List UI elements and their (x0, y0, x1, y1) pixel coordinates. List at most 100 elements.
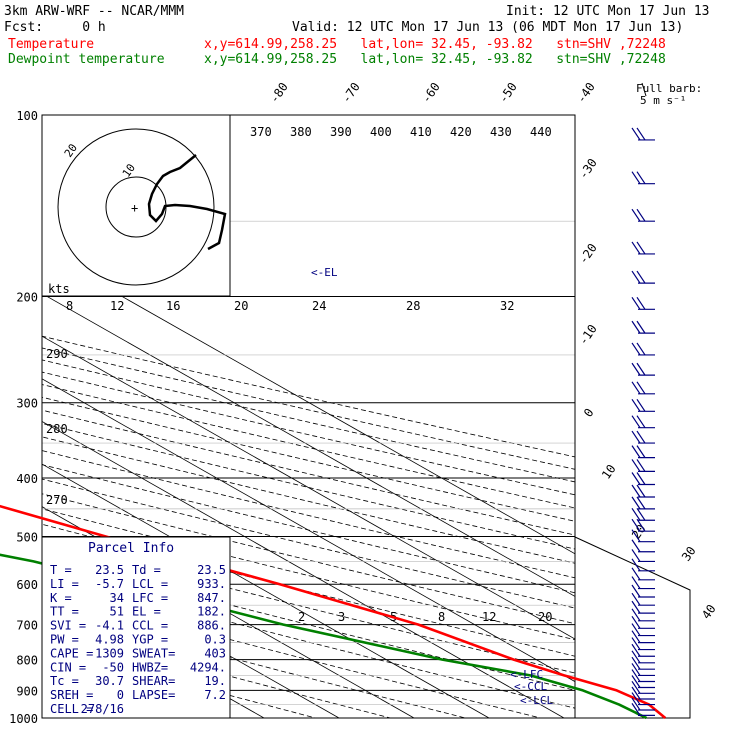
isotherm-label: -30 (576, 156, 600, 182)
mixing-ratio-label: 3 (338, 610, 345, 624)
wind-barb-icon (631, 362, 655, 376)
wind-barb-icon (631, 600, 655, 614)
parcel-info-cell: 182. (197, 605, 226, 619)
mixing-ratio-label: 12 (482, 610, 496, 624)
wind-barb-icon (631, 608, 655, 622)
parcel-info-cell: 19. (204, 674, 226, 688)
wind-barb-icon (631, 650, 655, 664)
pressure-label: 500 (16, 530, 38, 544)
isotherm-line (42, 293, 575, 597)
isotherm-label: -60 (419, 80, 443, 106)
isotherm-label: -70 (339, 80, 363, 106)
wind-barb-icon (631, 415, 655, 429)
mixing-ratio-label: 2 (298, 610, 305, 624)
hodograph-trace (147, 154, 227, 251)
parcel-info-cell: 886. (197, 619, 226, 633)
pressure-label: 700 (16, 619, 38, 633)
dewpoint-trace (0, 553, 648, 720)
pressure-label: 1000 (9, 712, 38, 726)
wind-barb-icon (631, 675, 655, 689)
parcel-info-title: Parcel Info (88, 541, 174, 556)
parcel-info-cell: T = (50, 563, 72, 577)
parcel-info-cell: LI = (50, 577, 79, 591)
parcel-info-cell: -4.1 (95, 619, 124, 633)
pressure-label: 600 (16, 578, 38, 592)
profile-traces (0, 504, 667, 720)
wind-barb-icon (631, 484, 655, 498)
hodograph-ring-label-20: 20 (62, 141, 80, 159)
parcel-info-cell: TT = (50, 605, 79, 619)
isotherm-label: -80 (267, 80, 291, 106)
mixing-ratio-label: 20 (538, 610, 552, 624)
wind-barb-icon (631, 529, 655, 543)
wind-barb-icon (631, 623, 655, 637)
hodograph-speed-label: 32 (500, 299, 514, 313)
parcel-info-cell: 30.7 (95, 674, 124, 688)
parcel-info-cell: 933. (197, 577, 226, 591)
parcel-info-cell: 847. (197, 591, 226, 605)
parcel-info-cell: Td = (132, 563, 161, 577)
wind-barb-icon (631, 656, 655, 670)
wind-barb-icon (631, 430, 655, 444)
theta-label: 410 (410, 125, 432, 139)
parcel-info-cell: EL = (132, 605, 161, 619)
hodograph-speed-label: 12 (110, 299, 124, 313)
wind-barb-icon (631, 472, 655, 486)
parcel-info-cell: 4294. (190, 660, 226, 674)
pressure-labels: 100 200 300 400 500 600 700 800 900 1000 (9, 109, 38, 726)
parcel-info-cell: 7.2 (204, 688, 226, 702)
theta-label: 390 (330, 125, 352, 139)
location-temperature: x,y=614.99,258.25 lat,lon= 32.45, -93.82… (204, 37, 666, 52)
parcel-info-panel: Parcel Info T = 23.5 Td = 23.5 LI = -5.7 LCL =… (41, 536, 231, 719)
wind-barb-icon (631, 507, 655, 521)
pressure-label: 100 (16, 109, 38, 123)
wind-barbs (631, 127, 655, 716)
parcel-info-cell: 403 (204, 646, 226, 660)
theta-left-label: 290 (46, 347, 68, 361)
wind-barb-icon (631, 703, 655, 716)
hodograph-ring-label-10: 10 (120, 161, 138, 179)
legend-dewpoint: Dewpoint temperature (8, 52, 165, 67)
isotherm-line (42, 250, 575, 555)
plot-frame (41, 114, 576, 719)
parcel-info-cell: 0 (117, 688, 124, 702)
parcel-info-cell: 0.3 (204, 633, 226, 647)
wind-barb-icon (631, 592, 655, 606)
parcel-info-cell: HWBZ= (132, 660, 168, 674)
theta-left-label: 270 (46, 493, 68, 507)
wind-barb-icon (631, 518, 655, 532)
wind-barb-icon (631, 241, 655, 255)
hodograph-speed-label: 24 (312, 299, 326, 313)
wind-barb-icon (631, 445, 655, 459)
theta-label: 440 (530, 125, 552, 139)
isotherm-line (42, 506, 415, 718)
mixing-ratio-label: 8 (438, 610, 445, 624)
hodograph-speed-label: 8 (66, 299, 73, 313)
wind-barb-icon (631, 692, 655, 706)
wind-barb-icon (631, 549, 655, 563)
parcel-info-cell: LFC = (132, 591, 168, 605)
parcel-info-cell: 23.5 (197, 563, 226, 577)
wind-barb-icon (631, 615, 655, 629)
wind-barb-icon (631, 697, 655, 711)
hodograph-speed-label: 16 (166, 299, 180, 313)
wind-key-icon (641, 82, 647, 97)
wind-barb-icon (631, 669, 655, 683)
isotherm-label: -40 (574, 80, 598, 106)
wind-barb-icon (631, 127, 655, 141)
parcel-info-cell: 34 (110, 591, 124, 605)
wind-barb-icon (631, 459, 655, 473)
isotherm-line (42, 335, 575, 640)
wind-barb-icon (631, 296, 655, 310)
isotherm-label: 30 (679, 544, 699, 564)
parcel-info-cell: SWEAT= (132, 646, 175, 660)
hodograph-speed-label: 20 (234, 299, 248, 313)
location-dewpoint: x,y=614.99,258.25 lat,lon= 32.45, -93.82… (204, 52, 666, 67)
parcel-info-cell: YGP = (132, 633, 168, 647)
theta-label: 380 (290, 125, 312, 139)
parcel-info-cell: CCL = (132, 619, 168, 633)
legend-temperature: Temperature (8, 37, 94, 52)
theta-label: 430 (490, 125, 512, 139)
pressure-label: 200 (16, 291, 38, 305)
